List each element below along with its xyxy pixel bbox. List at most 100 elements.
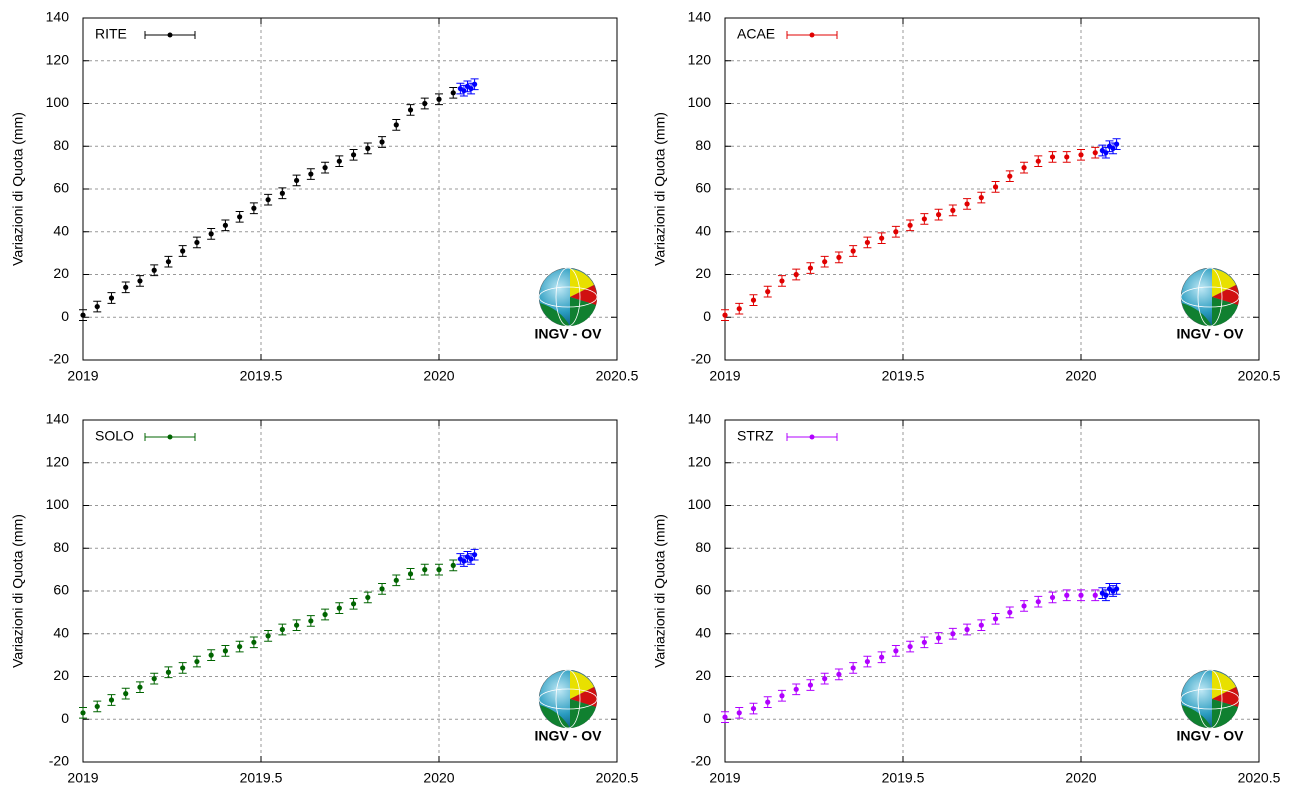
logo-text: INGV - OV <box>1177 728 1245 744</box>
y-tick-label: 80 <box>53 539 69 555</box>
data-point <box>1114 141 1120 147</box>
logo-segment <box>1212 699 1238 728</box>
data-point <box>793 686 799 692</box>
data-point <box>237 643 243 650</box>
data-point <box>137 278 143 284</box>
data-point <box>194 239 200 246</box>
y-tick-label: 80 <box>695 137 711 153</box>
data-point <box>294 177 300 184</box>
data-point <box>237 214 243 220</box>
data-point <box>436 96 442 102</box>
plot-frame <box>724 419 1260 763</box>
data-point <box>1114 586 1120 592</box>
logo: INGV - OV <box>535 669 602 744</box>
x-tick-label: 2019.5 <box>882 770 925 786</box>
chart-panel: -20 0 20 40 60 80 100 120 140 2019 2019.5 2020 2020.… <box>10 411 639 786</box>
data-point <box>1035 599 1041 605</box>
data-point <box>1092 150 1098 156</box>
data-point <box>251 639 257 645</box>
data-point <box>722 714 728 720</box>
y-tick-label: 120 <box>46 453 70 469</box>
logo-text: INGV - OV <box>1177 326 1245 342</box>
x-tick-label: 2020 <box>1065 770 1096 786</box>
y-tick-label: 80 <box>695 539 711 555</box>
logo-meridian <box>1197 267 1223 327</box>
y-tick-label: 140 <box>688 9 712 25</box>
data-point <box>1092 592 1098 598</box>
x-tick-label: 2019 <box>709 770 740 786</box>
data-point <box>864 658 871 665</box>
data-point <box>1103 150 1109 156</box>
data-point <box>393 577 399 583</box>
data-point <box>893 229 899 235</box>
plot-frame <box>724 17 1260 361</box>
x-tick-label: 2020 <box>423 770 454 786</box>
logo-segment <box>1212 297 1238 326</box>
x-tick-label: 2019 <box>67 770 98 786</box>
logo-segment <box>570 297 596 326</box>
data-point <box>722 312 728 318</box>
data-point <box>779 693 785 699</box>
data-point <box>1064 592 1070 598</box>
y-tick-label: 20 <box>695 265 711 281</box>
logo-segment <box>1182 705 1212 729</box>
x-tick-label: 2020.5 <box>1238 368 1281 384</box>
y-tick-label: 140 <box>46 9 70 25</box>
logo: INGV - OV <box>1177 669 1245 744</box>
data-point <box>836 671 842 677</box>
legend-label: RITE <box>95 26 127 42</box>
logo-segment <box>540 303 570 327</box>
data-point <box>450 90 456 96</box>
data-point <box>1078 152 1084 158</box>
data-point <box>251 205 257 211</box>
data-point <box>992 616 999 622</box>
data-point <box>822 259 828 265</box>
y-tick-label: 120 <box>688 453 712 469</box>
data-point <box>1110 145 1116 151</box>
data-point <box>1078 592 1084 598</box>
chart-panel: -20 0 20 40 60 80 100 120 140 2019 2019.5 2020 2020.… <box>652 411 1281 786</box>
chart-panel: -20 0 20 40 60 80 100 120 140 2019 2019.5 2020 2020.… <box>652 9 1281 384</box>
data-point <box>108 697 115 703</box>
x-tick-label: 2020.5 <box>596 770 639 786</box>
data-point <box>461 558 467 564</box>
x-tick-label: 2020 <box>423 368 454 384</box>
data-point <box>208 652 214 658</box>
data-point <box>180 248 186 254</box>
plot-frame <box>82 17 618 361</box>
y-tick-label: 0 <box>703 308 711 324</box>
y-axis-label: Variazioni di Quota (mm) <box>652 514 668 668</box>
data-point <box>436 567 442 573</box>
data-point <box>350 601 357 607</box>
data-point <box>165 669 172 675</box>
data-point <box>137 684 143 690</box>
data-point <box>294 622 300 628</box>
data-point <box>365 594 371 601</box>
y-axis-label: Variazioni di Quota (mm) <box>10 514 26 668</box>
data-point <box>379 139 385 145</box>
data-point <box>472 552 478 558</box>
data-point <box>336 605 342 611</box>
data-point <box>108 295 115 301</box>
data-point <box>336 158 342 164</box>
x-tick-label: 2019 <box>67 368 98 384</box>
data-point <box>879 654 885 660</box>
logo-segment <box>570 699 596 728</box>
data-point <box>80 710 86 716</box>
logo-parallel <box>538 688 598 710</box>
y-tick-label: 60 <box>53 180 69 196</box>
legend-marker <box>809 434 815 440</box>
data-point <box>793 271 799 278</box>
logo-segment <box>1212 687 1239 707</box>
x-tick-label: 2020 <box>1065 368 1096 384</box>
y-tick-label: -20 <box>691 351 711 367</box>
data-point <box>194 658 200 665</box>
data-point <box>992 184 999 190</box>
data-point <box>393 122 399 128</box>
data-point <box>936 212 942 218</box>
data-point <box>265 197 271 203</box>
data-point <box>123 691 129 697</box>
data-point <box>308 171 314 177</box>
data-point <box>461 88 467 94</box>
y-axis-label: Variazioni di Quota (mm) <box>652 112 668 266</box>
